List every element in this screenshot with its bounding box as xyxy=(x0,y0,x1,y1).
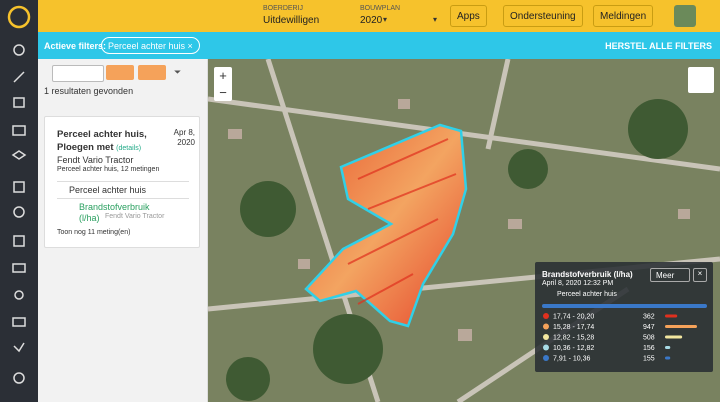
card-field: Perceel achter huis xyxy=(57,181,189,199)
legend-count: 362 xyxy=(643,314,655,321)
range-slider[interactable] xyxy=(542,304,707,308)
legend-date: April 8, 2020 12:32 PM xyxy=(542,280,614,287)
top-bar: BOERDERIJ Uitdewilligen ▾ BOUWPLAN 2020 … xyxy=(38,0,720,32)
notifications-button[interactable]: Meldingen xyxy=(593,5,654,27)
legend-swatch xyxy=(543,313,549,319)
zoom-control[interactable]: + − xyxy=(214,67,232,101)
legend-range: 10,36 - 12,82 xyxy=(553,345,594,352)
card-title-text: Perceel achter huis, Ploegen met xyxy=(57,129,147,153)
legend-bar xyxy=(665,346,671,349)
legend-swatch xyxy=(543,355,549,361)
legend-count: 155 xyxy=(643,356,655,363)
show-more[interactable]: Toon nog 11 meting(en) xyxy=(57,229,131,236)
legend-swatch xyxy=(543,344,549,351)
results-panel: ⏷ 1 resultaten gevonden Perceel achter h… xyxy=(38,59,208,402)
legend-count: 156 xyxy=(643,345,655,352)
farm-label: BOERDERIJ xyxy=(263,5,304,12)
result-card[interactable]: Perceel achter huis, Ploegen met (detail… xyxy=(44,116,200,248)
support-button[interactable]: Ondersteuning xyxy=(503,5,583,27)
details-link[interactable]: (details) xyxy=(116,145,142,152)
farm-caret: ▾ xyxy=(383,15,388,24)
sort-button[interactable] xyxy=(106,65,134,80)
legend-bar xyxy=(665,356,671,360)
legend-panel: Brandstofverbruik (l/ha) April 8, 2020 1… xyxy=(535,262,713,372)
apps-button[interactable]: Apps xyxy=(450,5,487,27)
legend-range: 7,91 - 10,36 xyxy=(553,356,590,363)
legend-range: 17,74 - 20,20 xyxy=(553,314,594,321)
search-input[interactable] xyxy=(52,65,104,82)
card-measure-machine: Fendt Vario Tractor xyxy=(105,213,165,220)
filters-label: Actieve filters: xyxy=(44,41,107,51)
close-button[interactable]: × xyxy=(693,268,707,282)
plan-select[interactable]: 2020 xyxy=(360,15,383,26)
map-image xyxy=(208,59,720,402)
farm-select[interactable]: Uitdewilligen xyxy=(263,15,320,26)
filter-chip[interactable]: Perceel achter huis × xyxy=(101,37,200,54)
legend-bar xyxy=(665,314,678,318)
card-machine: Fendt Vario Tractor xyxy=(57,155,134,165)
map: + − xyxy=(208,59,720,402)
legend-swatch xyxy=(543,323,549,330)
avatar[interactable] xyxy=(674,5,696,27)
legend-range: 12,82 - 15,28 xyxy=(553,335,594,342)
card-date: Apr 8, 2020 xyxy=(173,128,195,147)
chip-text: Perceel achter huis xyxy=(108,41,186,51)
legend-count: 508 xyxy=(643,335,655,342)
legend-range: 15,28 - 17,74 xyxy=(553,324,594,331)
plan-label: BOUWPLAN xyxy=(360,5,401,12)
legend-title: Brandstofverbruik (l/ha) xyxy=(542,270,633,279)
layers-button[interactable] xyxy=(688,67,714,93)
plan-caret: ▾ xyxy=(433,15,438,24)
legend-field: Perceel achter huis xyxy=(557,291,617,298)
legend-count: 947 xyxy=(643,324,655,331)
legend-bar xyxy=(665,335,683,339)
sidebar xyxy=(0,0,38,402)
legend-swatch xyxy=(543,334,549,340)
sidebar-icons xyxy=(7,5,31,384)
filter-button[interactable]: ⏷ xyxy=(174,67,182,77)
group-button[interactable] xyxy=(138,65,166,80)
legend-bar xyxy=(665,325,697,328)
reset-filters[interactable]: HERSTEL ALLE FILTERS xyxy=(605,41,712,51)
legend-rows: 17,74 - 20,20 362 15,28 - 17,74 947 12,82 - … xyxy=(543,313,697,363)
result-count: 1 resultaten gevonden xyxy=(44,86,134,96)
filter-bar: Actieve filters: Perceel achter huis × H… xyxy=(38,32,720,59)
more-button[interactable]: Meer xyxy=(650,268,690,282)
card-measure[interactable]: Brandstofverbruik (l/ha) xyxy=(79,202,150,223)
card-summary: Perceel achter huis, 12 metingen xyxy=(57,166,160,173)
card-title: Perceel achter huis, Ploegen met (detail… xyxy=(57,128,152,155)
